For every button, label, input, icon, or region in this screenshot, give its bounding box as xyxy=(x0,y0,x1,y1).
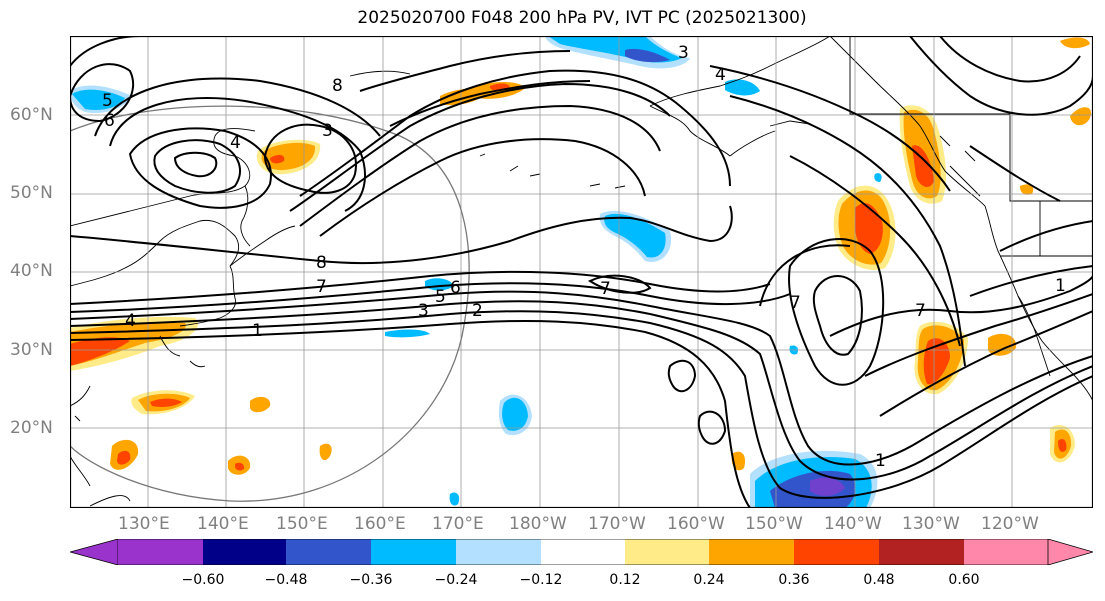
lon-label: 170°E xyxy=(432,514,484,534)
colorbar-segment xyxy=(456,539,541,565)
lon-label: 170°W xyxy=(588,514,646,534)
contour-label-group: 1 2 3 4 5 6 7 8 3 8 4 3 5 6 4 7 1 7 7 1 xyxy=(102,43,1066,471)
contour-label: 4 xyxy=(715,65,726,85)
map-svg: 1 2 3 4 5 6 7 8 3 8 4 3 5 6 4 7 1 7 7 1 xyxy=(70,36,1093,508)
colorbar-segment xyxy=(709,539,794,565)
colorbar-segment xyxy=(371,539,456,565)
colorbar xyxy=(70,539,1093,565)
colorbar-segment xyxy=(70,539,119,565)
contour-label: 4 xyxy=(125,311,136,331)
boundaries xyxy=(849,36,1093,257)
contour-label: 3 xyxy=(418,301,429,321)
colorbar-segment xyxy=(286,539,371,565)
colorbar-segment xyxy=(203,539,286,565)
colorbar-tick: 0.24 xyxy=(693,572,725,588)
colorbar-segment xyxy=(1047,539,1093,565)
lat-label: 40°N xyxy=(10,261,53,281)
colorbar-segment xyxy=(118,539,203,565)
lat-label: 30°N xyxy=(10,340,53,360)
reference-circle xyxy=(70,105,470,502)
lat-label: 20°N xyxy=(10,418,53,438)
colorbar-tick: −0.48 xyxy=(264,572,308,588)
colorbar-tick: −0.36 xyxy=(349,572,393,588)
contour-label: 6 xyxy=(104,111,115,131)
contour-label: 8 xyxy=(332,76,343,96)
lon-label: 150°W xyxy=(745,514,803,534)
lon-label: 160°W xyxy=(667,514,725,534)
contour-label: 8 xyxy=(316,253,327,273)
colorbar-tick: −0.60 xyxy=(181,572,225,588)
contour-label: 7 xyxy=(915,301,926,321)
contour-label: 6 xyxy=(450,278,461,298)
colorbar-segment xyxy=(794,539,879,565)
lon-label: 140°E xyxy=(197,514,249,534)
contour-label: 1 xyxy=(1055,276,1066,296)
contour-label: 2 xyxy=(472,301,483,321)
contour-label: 4 xyxy=(230,133,241,153)
contour-label: 5 xyxy=(102,91,113,111)
contour-label: 1 xyxy=(252,321,263,341)
contour-label: 7 xyxy=(790,293,801,313)
colorbar-tick: 0.48 xyxy=(863,572,895,588)
map-title: 2025020700 F048 200 hPa PV, IVT PC (2025… xyxy=(357,8,807,28)
colorbar-segment xyxy=(625,539,709,565)
lat-label: 60°N xyxy=(10,105,53,125)
lat-label: 50°N xyxy=(10,183,53,203)
contour-label: 3 xyxy=(678,43,689,63)
contour-label: 1 xyxy=(875,451,886,471)
lon-label: 130°W xyxy=(902,514,960,534)
contour-label: 3 xyxy=(322,121,333,141)
pv-contours xyxy=(70,36,1093,508)
lon-label: 160°E xyxy=(354,514,406,534)
contour-label: 5 xyxy=(435,287,446,307)
lon-label: 180°W xyxy=(509,514,567,534)
colorbar-tick: 0.36 xyxy=(778,572,810,588)
contour-label: 7 xyxy=(316,277,327,297)
map-panel: 1 2 3 4 5 6 7 8 3 8 4 3 5 6 4 7 1 7 7 1 xyxy=(70,36,1093,508)
lon-label: 150°E xyxy=(276,514,328,534)
lon-label: 130°E xyxy=(118,514,170,534)
colorbar-segment xyxy=(964,539,1048,565)
colorbar-tick: −0.12 xyxy=(519,572,563,588)
colorbar-segment xyxy=(879,539,964,565)
colorbar-segment xyxy=(541,539,625,565)
lon-label: 120°W xyxy=(981,514,1039,534)
colorbar-tick: 0.60 xyxy=(948,572,980,588)
colorbar-tick: −0.24 xyxy=(434,572,478,588)
colorbar-tick: 0.12 xyxy=(609,572,641,588)
contour-label: 7 xyxy=(600,279,611,299)
lon-label: 140°W xyxy=(824,514,882,534)
